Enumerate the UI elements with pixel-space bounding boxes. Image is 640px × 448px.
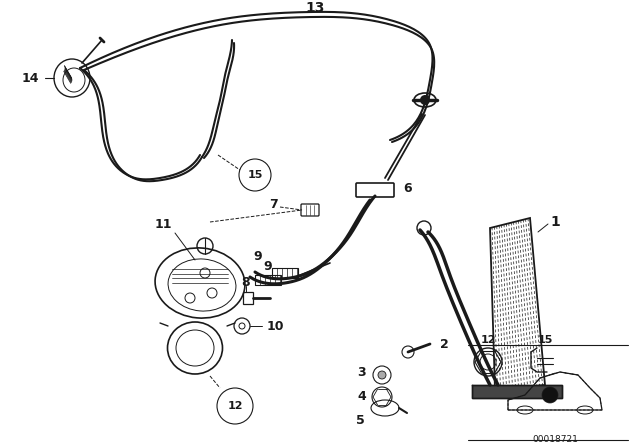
Text: 14: 14 — [21, 72, 39, 85]
Text: 6: 6 — [403, 181, 412, 194]
Text: 00018721: 00018721 — [532, 435, 578, 444]
Text: 9: 9 — [264, 259, 272, 272]
Text: 8: 8 — [242, 276, 250, 289]
Text: 7: 7 — [269, 198, 278, 211]
Circle shape — [542, 387, 558, 403]
Text: 12: 12 — [227, 401, 243, 411]
Text: 4: 4 — [357, 391, 366, 404]
Text: 9: 9 — [253, 250, 262, 263]
Text: 3: 3 — [357, 366, 366, 379]
Text: 15: 15 — [538, 335, 553, 345]
Polygon shape — [490, 218, 545, 390]
Circle shape — [378, 371, 386, 379]
Text: 1: 1 — [550, 215, 560, 229]
Text: 13: 13 — [305, 1, 324, 15]
Circle shape — [420, 95, 430, 105]
Text: 11: 11 — [154, 219, 172, 232]
Text: 2: 2 — [440, 337, 449, 350]
Text: 5: 5 — [356, 414, 365, 426]
Text: 12: 12 — [480, 335, 496, 345]
Text: 10: 10 — [267, 319, 285, 332]
Text: 15: 15 — [247, 170, 262, 180]
Polygon shape — [472, 385, 562, 398]
